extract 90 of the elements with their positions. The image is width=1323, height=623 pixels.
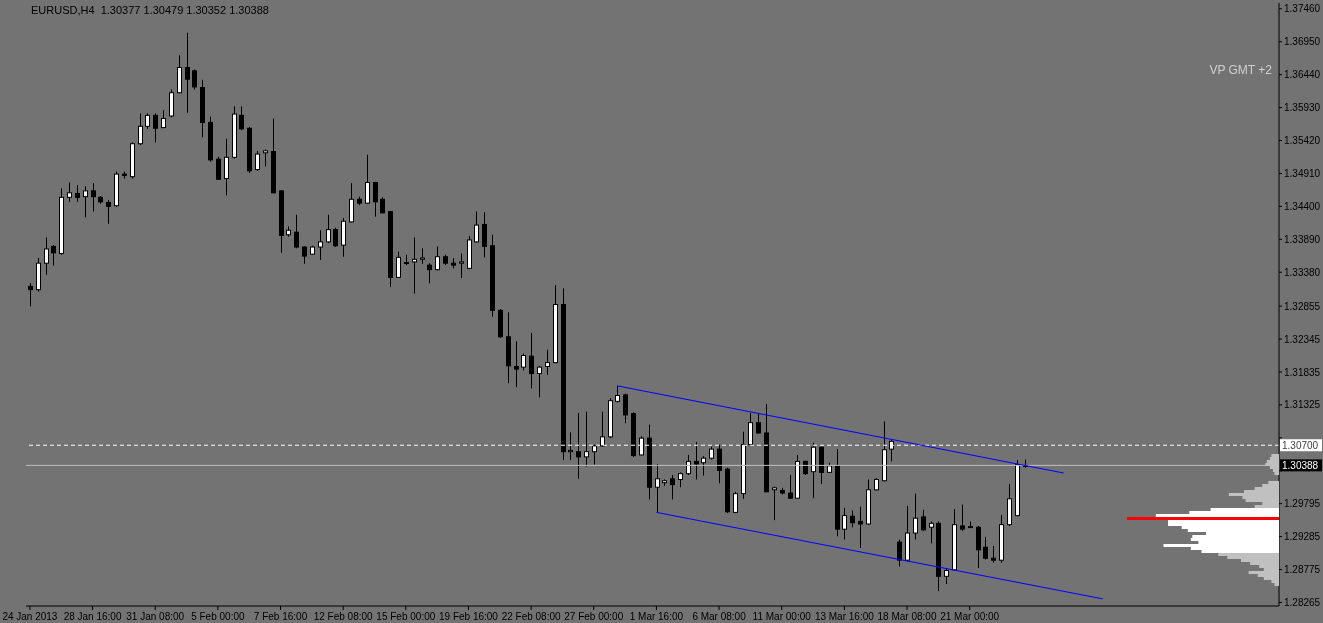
annotation: VP GMT +2: [1209, 63, 1272, 77]
candlestick: [427, 262, 432, 284]
x-tick-label: 21 Mar 00:00: [940, 610, 1000, 622]
candlestick: [686, 454, 691, 476]
y-tick-label: 1.36440: [1284, 69, 1321, 81]
x-tick-label: 27 Feb 00:00: [564, 610, 624, 622]
y-tick-label: 1.31325: [1284, 399, 1321, 411]
candlestick: [545, 349, 550, 376]
x-tick-label: 11 Mar 00:00: [752, 610, 812, 622]
candlestick: [670, 474, 675, 500]
candlestick: [459, 253, 464, 279]
candlestick: [333, 227, 338, 248]
candlestick: [529, 332, 534, 389]
y-tick-label: 1.33380: [1284, 266, 1321, 278]
candlestick: [474, 211, 479, 244]
x-tick-label: 15 Feb 00:00: [376, 610, 436, 622]
candlestick: [412, 236, 417, 295]
candlestick: [921, 509, 926, 532]
candlestick: [897, 539, 902, 568]
candlestick: [655, 463, 660, 513]
candlestick: [576, 412, 581, 480]
candlestick: [983, 536, 988, 561]
x-tick-label: 6 Mar 08:00: [692, 610, 747, 622]
candlestick: [694, 441, 699, 480]
x-tick-label: 7 Feb 16:00: [253, 610, 308, 622]
candlestick: [858, 506, 863, 549]
candlestick: [482, 211, 487, 258]
candlestick: [138, 112, 143, 146]
y-tick-label: 1.28775: [1284, 564, 1321, 576]
candlestick: [28, 282, 33, 307]
ref-line-label: 1.30700: [1282, 439, 1319, 451]
candlestick: [772, 486, 777, 521]
candlestick: [976, 525, 981, 569]
candlestick: [717, 444, 722, 484]
x-tick-label: 5 Feb 00:00: [191, 610, 245, 622]
candlestick: [623, 393, 628, 424]
candlestick: [514, 340, 519, 388]
candlestick: [929, 520, 934, 544]
candlestick: [216, 156, 221, 181]
y-tick-label: 1.35420: [1284, 135, 1321, 147]
candlestick: [913, 493, 918, 540]
candlestick: [318, 229, 323, 261]
candlestick: [960, 504, 965, 532]
x-tick-label: 31 Jan 08:00: [126, 610, 185, 622]
candlestick: [326, 214, 331, 244]
y-tick-label: 1.35930: [1284, 102, 1321, 114]
candlestick: [365, 154, 370, 205]
candlestick: [51, 244, 56, 267]
y-tick-label: 1.29795: [1284, 498, 1321, 510]
y-tick-label: 1.33890: [1284, 233, 1321, 245]
candlestick: [106, 199, 111, 225]
x-tick-label: 18 Mar 08:00: [877, 610, 937, 622]
candlestick: [396, 251, 401, 279]
candlestick: [255, 150, 260, 172]
candlestick: [788, 474, 793, 500]
candlestick: [169, 89, 174, 118]
y-tick-label: 1.34400: [1284, 200, 1321, 212]
candlestick: [67, 181, 72, 203]
y-tick-label: 1.31835: [1284, 366, 1321, 378]
x-tick-label: 13 Mar 16:00: [814, 610, 875, 622]
candlestick: [349, 182, 354, 224]
candlestick: [153, 112, 158, 143]
candlestick: [701, 455, 706, 477]
x-tick-label: 28 Jan 16:00: [63, 610, 122, 622]
x-tick-label: 19 Feb 16:00: [439, 610, 499, 622]
chart-title: EURUSD,H4 1.30377 1.30479 1.30352 1.30388: [31, 4, 269, 16]
candlestick: [756, 413, 761, 435]
candlestick: [373, 181, 378, 218]
y-tick-label: 1.32345: [1284, 333, 1321, 345]
ref-line-label: 1.30388: [1282, 459, 1319, 471]
candlestick: [341, 217, 346, 258]
y-tick-label: 1.37460: [1284, 3, 1321, 15]
candlestick: [91, 182, 96, 213]
candlestick: [537, 365, 542, 398]
y-tick-label: 1.32855: [1284, 300, 1321, 312]
candlestick: [83, 185, 88, 218]
x-tick-label: 24 Jan 2013: [2, 610, 58, 622]
candlestick: [224, 138, 229, 196]
candlestick: [185, 32, 190, 114]
candlestick: [842, 507, 847, 540]
y-tick-label: 1.34910: [1284, 167, 1321, 179]
candlestick: [192, 69, 197, 91]
x-tick-label: 22 Feb 08:00: [501, 610, 562, 622]
x-tick-label: 12 Feb 08:00: [313, 610, 374, 622]
x-tick-label: 1 Mar 16:00: [629, 610, 684, 622]
y-tick-label: 1.29285: [1284, 531, 1321, 543]
y-tick-label: 1.36950: [1284, 36, 1321, 48]
y-tick-label: 1.28265: [1284, 597, 1321, 608]
candlestick: [294, 214, 299, 249]
candlestick: [44, 236, 49, 276]
